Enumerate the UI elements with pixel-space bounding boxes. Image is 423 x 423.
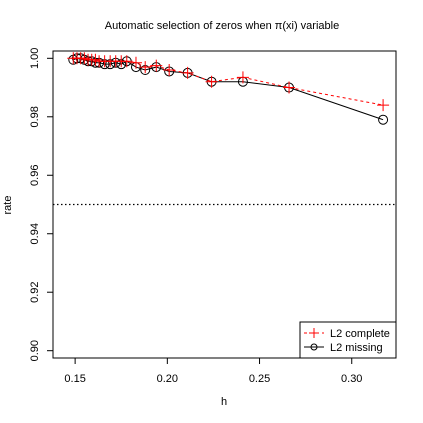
y-tick-label: 0.94 — [29, 223, 41, 244]
series-layer — [67, 52, 390, 125]
x-tick-label: 0.30 — [341, 373, 362, 385]
series-line — [73, 57, 384, 106]
y-tick-label: 0.90 — [29, 340, 41, 361]
x-axis-label: h — [221, 396, 227, 408]
chart-title: Automatic selection of zeros when π(xi) … — [105, 20, 339, 32]
series-line — [73, 57, 384, 121]
y-axis: 0.90 0.92 0.94 0.96 0.98 1.00 — [29, 48, 54, 361]
legend-box — [299, 321, 397, 359]
x-tick-label: 0.15 — [64, 373, 85, 385]
data-point — [120, 55, 133, 68]
data-point — [129, 56, 142, 69]
y-axis-label: rate — [2, 196, 14, 215]
series-0 — [67, 52, 390, 112]
data-point — [283, 81, 296, 94]
legend-marker — [309, 328, 319, 338]
legend-item: L2 complete — [304, 328, 390, 340]
legend-label: L2 complete — [330, 328, 390, 340]
data-point — [139, 61, 152, 74]
data-point — [377, 99, 390, 112]
data-point — [163, 64, 176, 77]
legend: L2 complete L2 missing — [299, 321, 397, 359]
x-tick-label: 0.25 — [249, 373, 270, 385]
data-point — [236, 71, 249, 84]
legend-item: L2 missing — [304, 342, 383, 354]
y-tick-label: 1.00 — [29, 48, 41, 69]
y-tick-label: 0.98 — [29, 106, 41, 127]
data-point — [378, 114, 389, 125]
data-point — [181, 66, 194, 79]
x-tick-label: 0.20 — [157, 373, 178, 385]
y-tick-label: 0.92 — [29, 282, 41, 303]
data-point — [150, 59, 163, 72]
legend-label: L2 missing — [330, 342, 383, 354]
data-point — [205, 75, 218, 88]
legend-marker — [310, 343, 318, 351]
y-tick-label: 0.96 — [29, 165, 41, 186]
